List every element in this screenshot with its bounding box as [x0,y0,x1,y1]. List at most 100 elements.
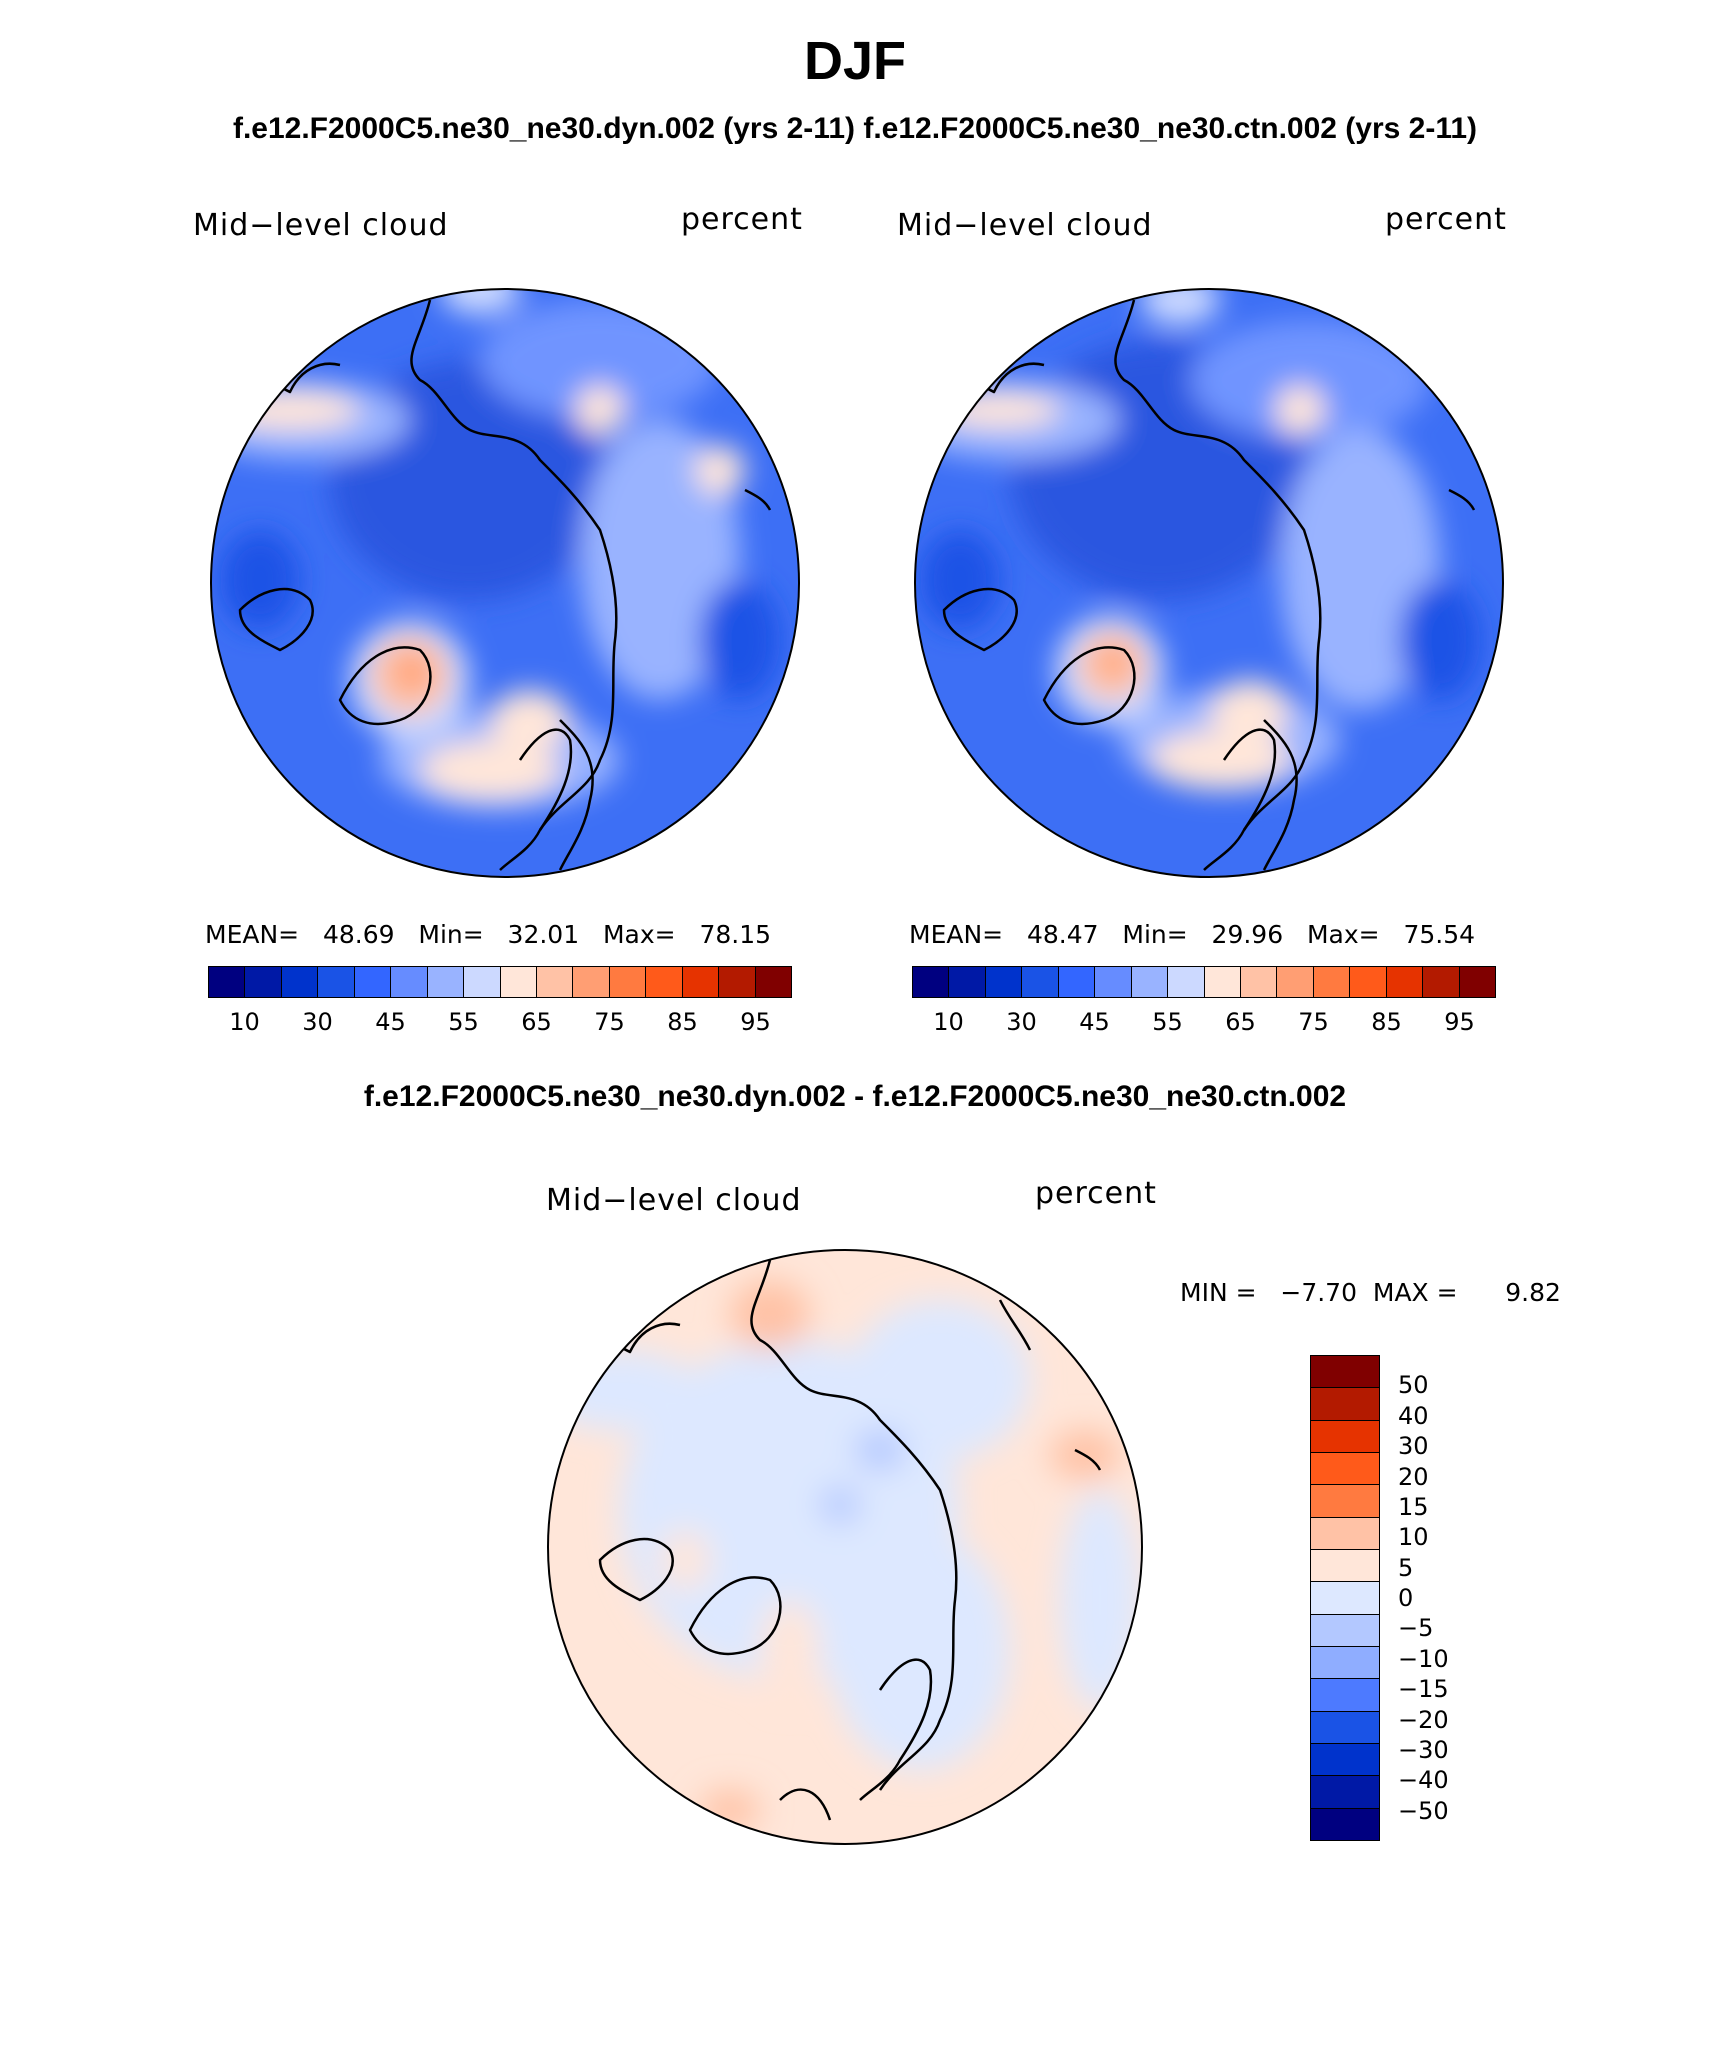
colorbar-swatch [1311,1743,1379,1777]
colorbar-tick-label: 10 [229,1008,260,1036]
colorbar-tick-label: 40 [1398,1401,1429,1430]
colorbar-swatch [500,967,537,997]
colorbar-tick-label: 45 [1079,1008,1110,1036]
colorbar-swatch [609,967,647,997]
colorbar-tick-label: 85 [1371,1008,1402,1036]
colorbar-swatch [1311,1614,1379,1647]
colorbar-swatch [464,967,501,997]
colorbar-swatch [1311,1646,1379,1680]
colorbar-swatch [1311,1776,1379,1809]
colorbar-swatch [1311,1485,1379,1518]
colorbar-tick-label: 50 [1398,1371,1429,1400]
diff-colorbar [1310,1355,1380,1841]
colorbar-swatch [536,967,574,997]
panel-2-min-label: Min= [1122,920,1188,949]
colorbar-swatch [1095,967,1132,997]
colorbar-swatch [985,967,1023,997]
colorbar-tick-label: 5 [1398,1553,1414,1582]
colorbar-tick-label: 30 [1398,1432,1429,1461]
colorbar-tick-label: 55 [448,1008,479,1036]
colorbar-swatch [1459,967,1495,997]
colorbar-swatch [913,967,950,997]
panel-1-mean-value: 48.69 [322,920,395,949]
panel-1-colorbar [208,966,792,998]
colorbar-tick-label: 30 [302,1008,333,1036]
colorbar-swatch [318,967,355,997]
figure-subtitle: f.e12.F2000C5.ne30_ne30.dyn.002 (yrs 2-1… [232,112,1478,145]
colorbar-swatch [1311,1420,1379,1453]
colorbar-swatch [1058,967,1096,997]
colorbar-swatch [1311,1388,1379,1421]
colorbar-tick-label: 45 [375,1008,406,1036]
colorbar-swatch [245,967,282,997]
colorbar-swatch [1311,1582,1379,1615]
panel-1-units-label: percent [681,202,803,237]
colorbar-swatch [1311,1808,1379,1840]
colorbar-swatch [281,967,319,997]
colorbar-swatch [755,967,791,997]
colorbar-swatch [1168,967,1205,997]
colorbar-swatch [209,967,246,997]
colorbar-tick-label: 55 [1152,1008,1183,1036]
colorbar-swatch [1311,1517,1379,1550]
colorbar-tick-label: 75 [1298,1008,1329,1036]
difference-title: f.e12.F2000C5.ne30_ne30.dyn.002 - f.e12.… [363,1080,1347,1113]
colorbar-tick-label: −10 [1398,1644,1449,1673]
colorbar-swatch [354,967,392,997]
colorbar-swatch [1311,1452,1379,1486]
colorbar-swatch [427,967,465,997]
colorbar-swatch [1423,967,1460,997]
colorbar-tick-label: −20 [1398,1705,1449,1734]
colorbar-swatch [1131,967,1169,997]
colorbar-tick-label: 95 [740,1008,771,1036]
diff-variable-label: Mid−level cloud [546,1183,802,1218]
colorbar-swatch [1204,967,1241,997]
colorbar-tick-label: 30 [1006,1008,1037,1036]
colorbar-swatch [1311,1679,1379,1712]
colorbar-swatch [1311,1711,1379,1744]
panel-2-mean-label: MEAN= [909,920,1004,949]
colorbar-swatch [719,967,756,997]
panel-1-min-value: 32.01 [507,920,580,949]
panel-2-max-value: 75.54 [1403,920,1476,949]
colorbar-tick-label: 10 [933,1008,964,1036]
colorbar-swatch [682,967,720,997]
colorbar-tick-label: −50 [1398,1796,1449,1825]
diff-units-label: percent [1035,1176,1157,1211]
colorbar-swatch [1277,967,1314,997]
colorbar-tick-label: 15 [1398,1492,1429,1521]
colorbar-swatch [949,967,986,997]
colorbar-tick-label: 95 [1444,1008,1475,1036]
colorbar-tick-label: 10 [1398,1523,1429,1552]
colorbar-swatch [391,967,428,997]
colorbar-tick-label: −40 [1398,1766,1449,1795]
panel-1-min-label: Min= [418,920,484,949]
colorbar-swatch [1311,1549,1379,1583]
panel-2-colorbar [912,966,1496,998]
colorbar-swatch [1386,967,1424,997]
colorbar-swatch [646,967,683,997]
panel-2-units-label: percent [1385,202,1507,237]
panel-2-stats: MEAN= 48.47 Min= 29.96 Max= 75.54 [909,920,1475,949]
colorbar-swatch [1022,967,1059,997]
panel-2-variable-label: Mid−level cloud [897,208,1153,243]
colorbar-tick-label: −15 [1398,1675,1449,1704]
panel-1-max-value: 78.15 [699,920,772,949]
panel-1-max-label: Max= [602,920,676,949]
colorbar-tick-label: −30 [1398,1735,1449,1764]
diff-minmax: MIN = −7.70 MAX = 9.82 [1180,1278,1561,1307]
panel-2-min-value: 29.96 [1211,920,1284,949]
colorbar-tick-label: 65 [521,1008,552,1036]
colorbar-tick-label: 0 [1398,1584,1414,1612]
colorbar-tick-label: 85 [667,1008,698,1036]
colorbar-swatch [1350,967,1387,997]
figure-title: DJF [803,31,906,91]
colorbar-swatch [1311,1356,1379,1389]
panel-1-variable-label: Mid−level cloud [193,208,449,243]
colorbar-swatch [1313,967,1351,997]
colorbar-tick-label: 65 [1225,1008,1256,1036]
panel-2-mean-value: 48.47 [1026,920,1099,949]
